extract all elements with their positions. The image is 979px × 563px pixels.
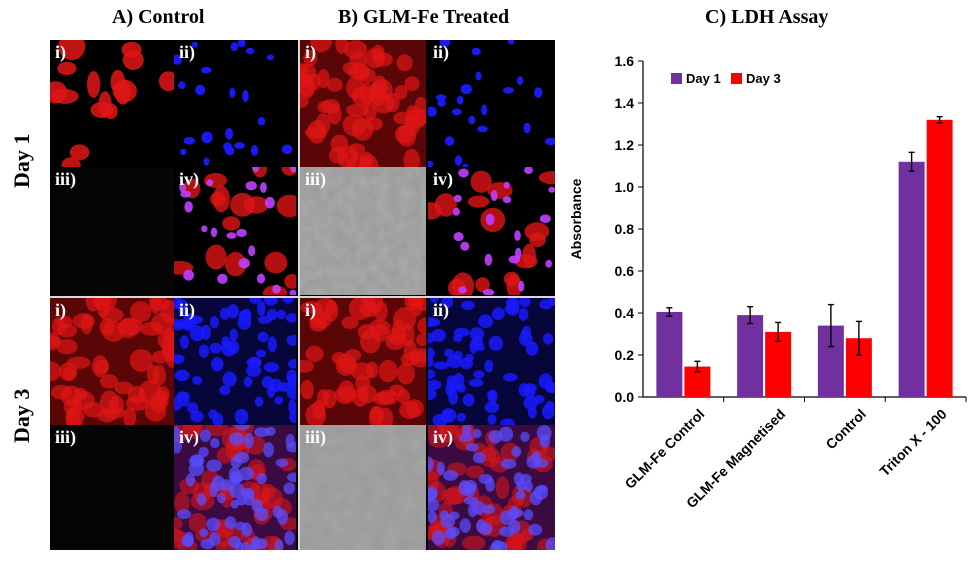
micrograph-tile: ii) <box>174 40 296 167</box>
bar-day-3 <box>765 331 792 397</box>
y-tick-label: 1.2 <box>615 137 635 153</box>
micrograph-tile: iii) <box>300 167 426 295</box>
y-tick-label: 0.4 <box>615 305 635 321</box>
tile-label: i) <box>55 42 66 62</box>
micrograph-tile: iii) <box>300 425 426 550</box>
tile-label: iv) <box>179 169 199 189</box>
tile-label: iii) <box>305 427 326 447</box>
bar-day-1 <box>656 311 683 397</box>
y-tick-label: 0.8 <box>615 221 635 237</box>
micrograph-tile: iii) <box>50 167 174 295</box>
tile-label: iii) <box>55 427 76 447</box>
tile-label: iii) <box>305 169 326 189</box>
micrograph-tile: iv) <box>174 167 296 295</box>
micrograph-tile: ii) <box>174 298 296 425</box>
row-label-day3: Day 3 <box>9 388 34 443</box>
panel-divider-vertical <box>298 40 300 550</box>
legend-swatch <box>731 73 742 84</box>
legend-swatch <box>671 73 682 84</box>
legend-label: Day 1 <box>686 71 721 86</box>
micrograph-tile: i) <box>50 40 174 167</box>
y-tick-label: 1.0 <box>615 179 635 195</box>
tile-label: i) <box>305 42 316 62</box>
tile-label: iv) <box>433 169 453 189</box>
bar-day-1 <box>898 161 925 397</box>
y-tick-label: 0.6 <box>615 263 635 279</box>
tile-label: ii) <box>433 300 449 320</box>
panel-b-title: B) GLM-Fe Treated <box>338 6 510 28</box>
tile-label: ii) <box>179 300 195 320</box>
tile-label: iv) <box>179 427 199 447</box>
x-category-label: Control <box>822 406 869 453</box>
micrograph-tile: iv) <box>428 425 555 550</box>
x-category-label: GLM-Fe Control <box>621 406 707 492</box>
y-tick-label: 1.4 <box>615 95 635 111</box>
tile-label: i) <box>305 300 316 320</box>
panel-c-title: C) LDH Assay <box>705 6 829 28</box>
panel-a-title: A) Control <box>112 6 205 28</box>
tile-label: i) <box>55 300 66 320</box>
y-tick-label: 0.0 <box>615 389 635 405</box>
tile-label: iv) <box>433 427 453 447</box>
tile-label: ii) <box>433 42 449 62</box>
micrograph-tile: ii) <box>428 40 555 167</box>
ldh-chart: 0.0 0.2 0.4 0.6 0.8 1.0 1.2 1.4 1.6 Absorbance GLM… <box>568 53 967 511</box>
tile-label: iii) <box>55 169 76 189</box>
y-tick-label: 0.2 <box>615 347 635 363</box>
bar-day-3 <box>926 119 953 398</box>
row-label-day1: Day 1 <box>9 133 34 188</box>
tile-label: ii) <box>179 42 195 62</box>
micrograph-tile: i) <box>300 298 426 425</box>
x-category-label: Triton X - 100 <box>876 406 950 480</box>
y-axis-label: Absorbance <box>568 178 584 259</box>
micrograph-tile: ii) <box>428 298 555 425</box>
legend-label: Day 3 <box>746 71 781 86</box>
micrograph-tile: i) <box>300 40 426 167</box>
panel-divider-horizontal <box>50 296 555 298</box>
micrograph-tile: i) <box>50 298 174 425</box>
micrograph-tile: iii) <box>50 425 174 550</box>
micrograph-tile: iv) <box>428 167 555 295</box>
micrograph-tile: iv) <box>174 425 296 550</box>
bar-day-1 <box>737 315 764 397</box>
y-tick-label: 1.6 <box>615 53 635 69</box>
